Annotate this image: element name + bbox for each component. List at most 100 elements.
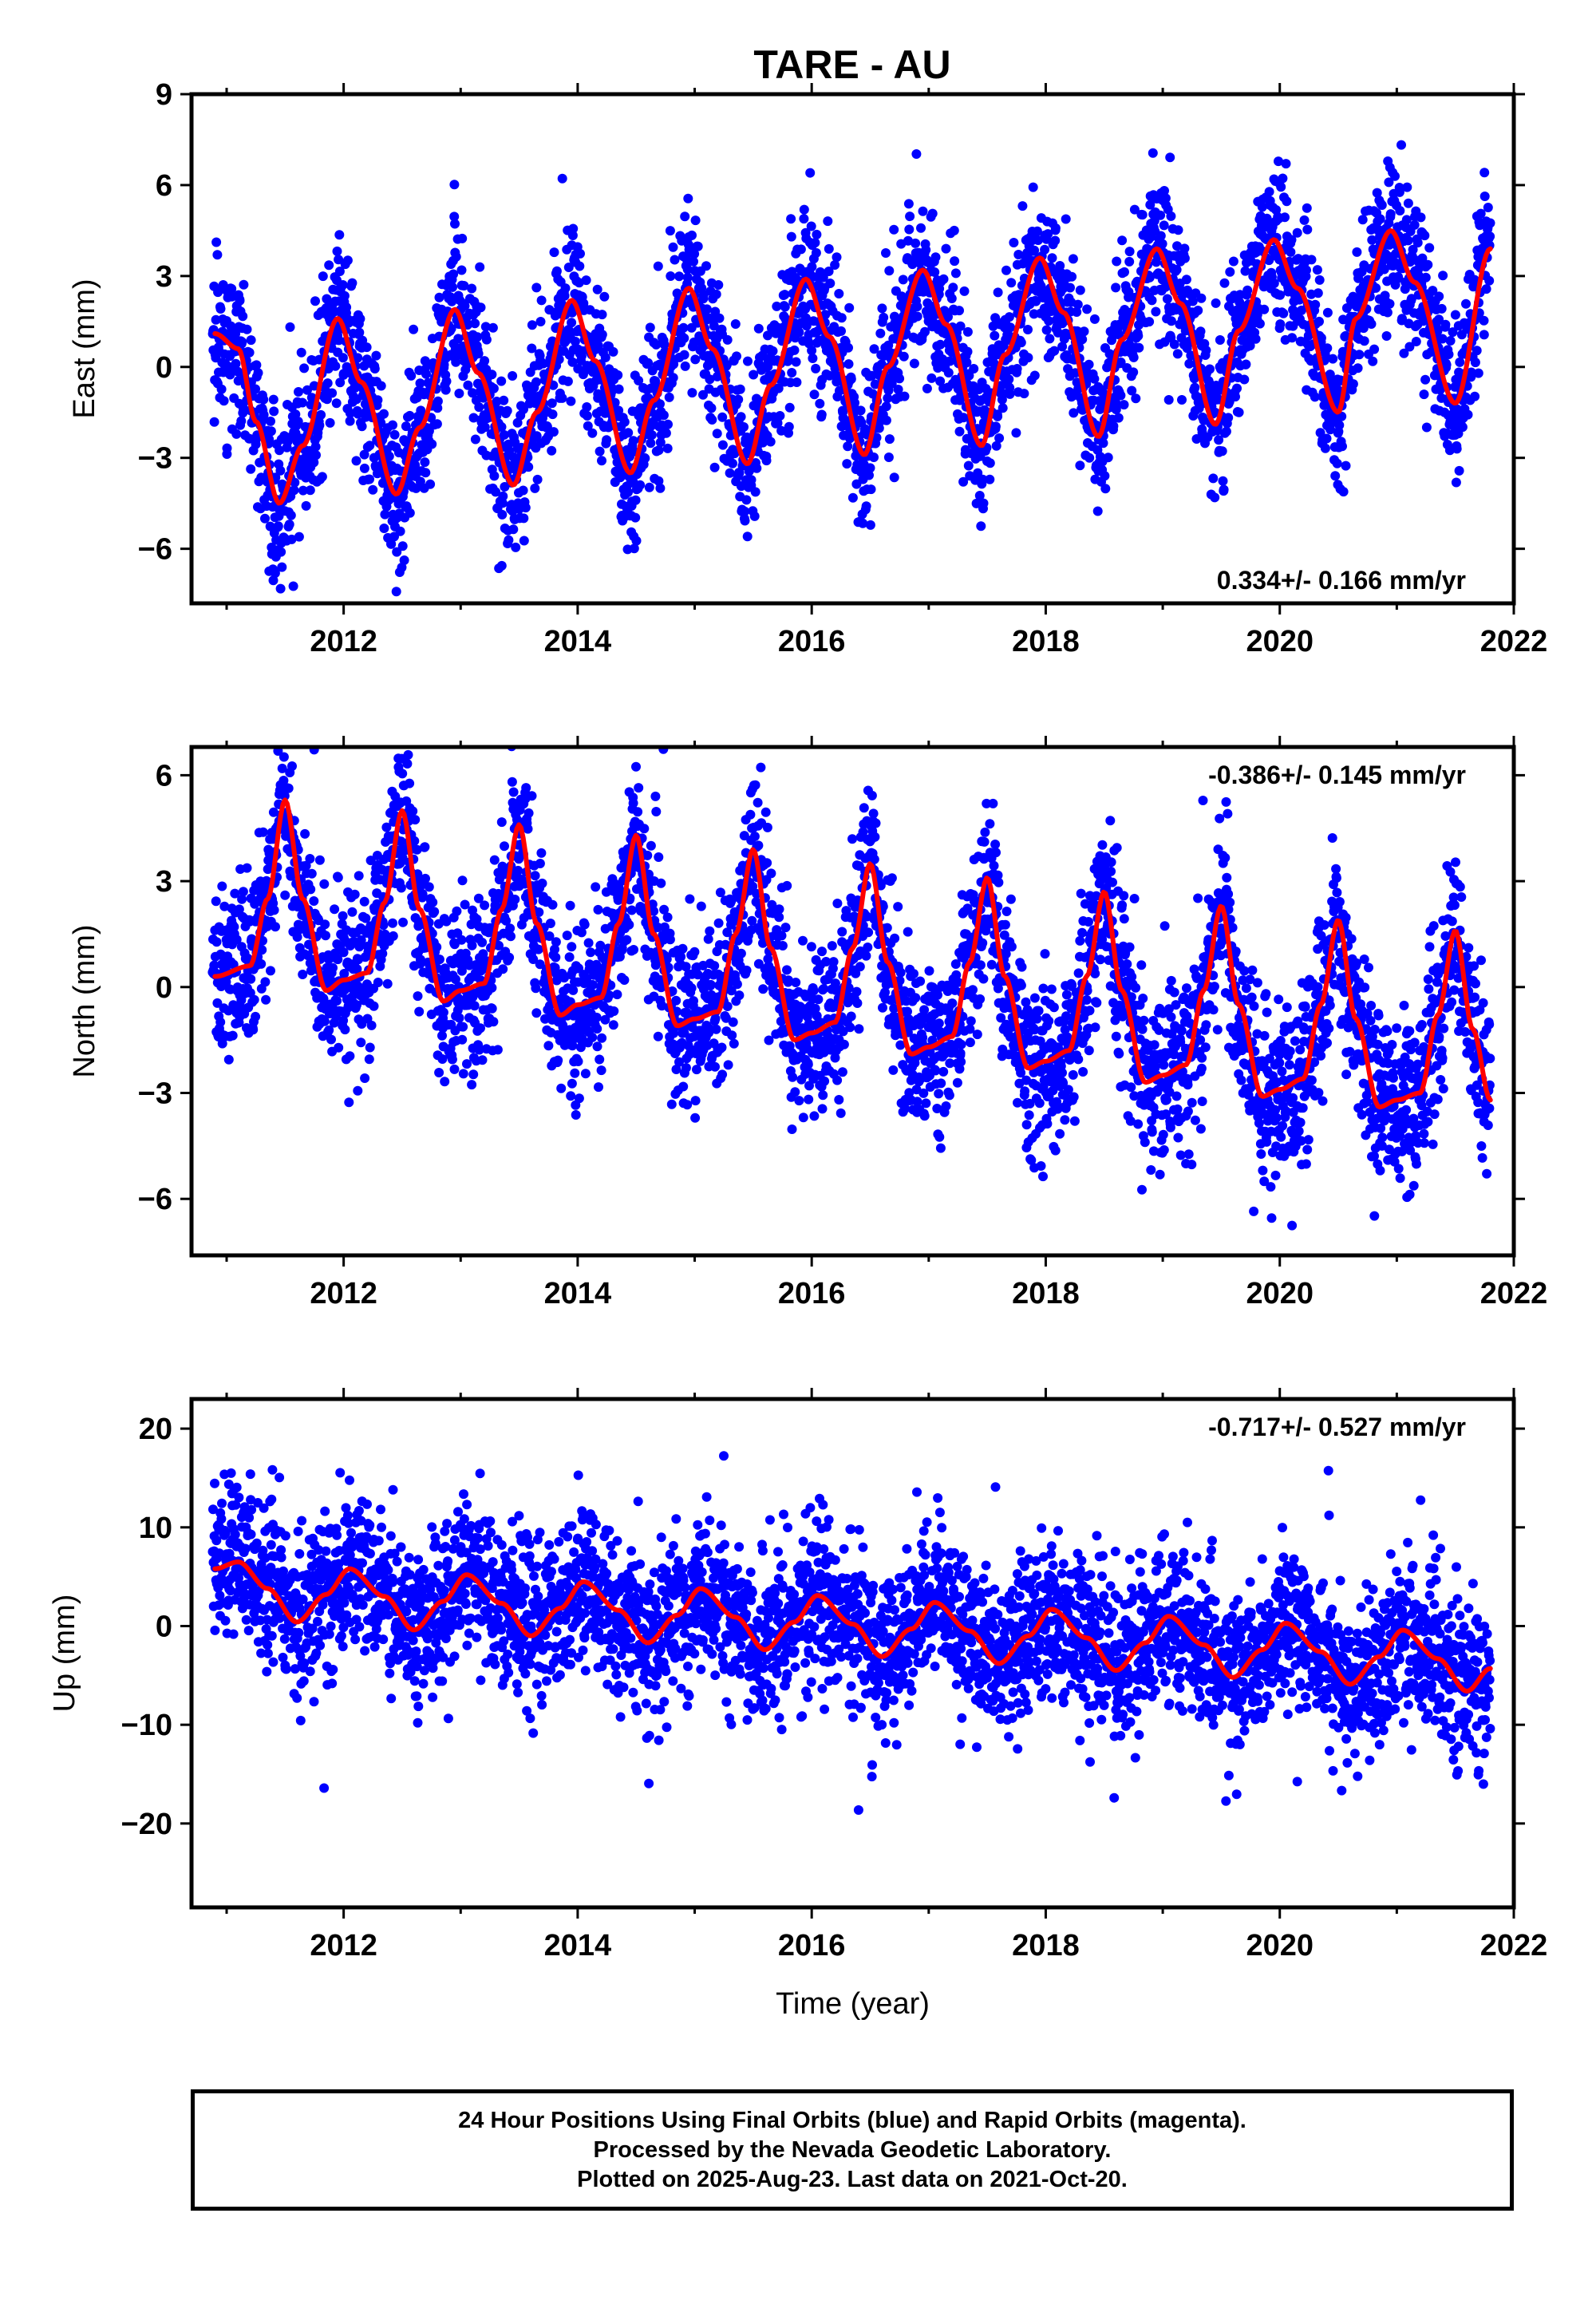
east-data-point — [327, 388, 338, 398]
east-data-point — [310, 441, 321, 452]
north-data-point — [489, 855, 500, 865]
east-data-point — [557, 393, 567, 403]
east-data-point — [730, 319, 741, 329]
east-data-point — [689, 249, 700, 259]
east-data-point — [582, 402, 592, 412]
east-data-point — [1321, 433, 1332, 444]
east-data-point — [1044, 316, 1054, 326]
east-data-point — [480, 356, 490, 366]
east-data-point — [518, 485, 528, 496]
east-data-point — [1416, 212, 1426, 223]
east-data-point — [441, 376, 452, 386]
east-data-point — [567, 357, 578, 367]
north-data-point — [468, 1069, 479, 1080]
east-data-point — [488, 383, 499, 393]
east-data-point — [698, 389, 708, 400]
east-data-point — [962, 358, 972, 368]
east-data-point — [530, 483, 540, 493]
east-data-point — [1144, 272, 1155, 283]
east-data-point — [324, 260, 334, 271]
east-data-point — [904, 224, 915, 235]
east-data-point — [739, 422, 749, 432]
east-data-point — [645, 322, 655, 333]
east-data-point — [270, 568, 280, 579]
east-data-point — [421, 369, 431, 379]
north-data-point — [413, 991, 423, 1002]
east-data-point — [425, 479, 436, 489]
east-data-point — [912, 302, 922, 312]
east-data-point — [712, 371, 722, 381]
north-data-point — [280, 890, 290, 900]
east-data-point — [717, 412, 728, 422]
east-data-point — [275, 465, 286, 476]
east-data-point — [1232, 383, 1242, 393]
east-data-point — [293, 417, 303, 427]
east-data-point — [1082, 304, 1092, 314]
east-data-point — [1128, 367, 1139, 377]
east-data-point — [799, 204, 809, 215]
east-data-point — [290, 409, 301, 420]
east-data-point — [729, 449, 740, 459]
east-data-point — [883, 393, 893, 403]
east-data-point — [379, 409, 389, 419]
east-data-point — [1040, 244, 1050, 255]
east-data-point — [646, 430, 657, 440]
east-data-point — [1195, 326, 1206, 337]
north-data-point — [480, 900, 490, 911]
north-data-point — [279, 776, 289, 785]
east-data-point — [640, 453, 650, 464]
north-data-point — [573, 1057, 583, 1066]
east-data-point — [1325, 370, 1335, 380]
east-y-tick-label: 9 — [156, 78, 172, 112]
north-data-point — [300, 828, 310, 839]
east-data-point — [277, 562, 287, 572]
east-data-point — [347, 278, 358, 288]
east-data-point — [1053, 327, 1063, 338]
east-data-point — [268, 575, 279, 586]
east-data-point — [1156, 231, 1166, 241]
north-data-point — [454, 1013, 464, 1023]
east-data-point — [487, 370, 497, 380]
north-data-point — [251, 1011, 261, 1022]
east-data-point — [568, 223, 579, 234]
north-data-point — [248, 1025, 259, 1035]
east-data-point — [1111, 405, 1121, 415]
east-data-point — [298, 485, 308, 496]
east-data-point — [1352, 247, 1362, 257]
east-data-point — [935, 339, 946, 350]
east-data-point — [789, 345, 800, 355]
east-data-point — [397, 563, 407, 572]
east-data-point — [1103, 453, 1113, 463]
east-data-point — [463, 380, 473, 390]
east-data-point — [714, 313, 725, 323]
east-data-point — [567, 318, 577, 328]
north-data-point — [209, 960, 219, 970]
east-data-point — [717, 440, 728, 450]
east-data-point — [794, 327, 804, 338]
east-data-point — [531, 283, 542, 293]
east-data-point — [824, 267, 834, 276]
east-data-point — [433, 403, 443, 413]
east-data-point — [357, 421, 367, 432]
north-data-point — [230, 888, 240, 899]
east-data-point — [238, 403, 248, 413]
east-data-point — [643, 358, 654, 368]
east-data-point — [351, 456, 361, 466]
east-data-point — [1302, 265, 1311, 275]
east-data-point — [1450, 310, 1460, 320]
north-data-point — [467, 940, 477, 951]
east-data-point — [1131, 393, 1141, 404]
east-data-point — [1417, 253, 1428, 263]
east-data-point — [879, 312, 889, 322]
east-data-point — [1452, 444, 1462, 454]
east-data-point — [916, 223, 926, 233]
north-data-point — [477, 1055, 488, 1065]
east-data-point — [1128, 352, 1139, 362]
east-data-point — [869, 344, 879, 354]
east-data-point — [273, 521, 283, 532]
east-data-point — [1314, 275, 1325, 285]
east-data-point — [1428, 286, 1438, 296]
east-data-point — [236, 416, 247, 426]
east-data-point — [1181, 275, 1191, 285]
east-data-point — [286, 534, 297, 544]
